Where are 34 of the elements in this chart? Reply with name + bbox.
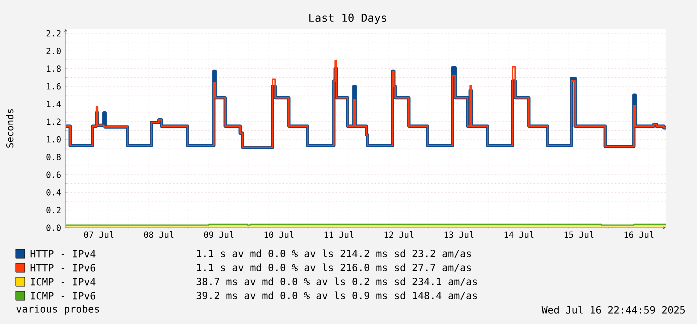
x-tick-label: 14 Jul: [504, 232, 534, 238]
y-tick-label: 0.8: [46, 154, 61, 160]
y-tick-label: 0.0: [46, 224, 61, 232]
x-tick-label: 09 Jul: [204, 232, 234, 238]
y-axis-title: Seconds: [6, 110, 14, 148]
x-tick-label: 07 Jul: [84, 232, 114, 238]
y-tick-label: 2.2: [46, 30, 61, 37]
y-tick-label: 1.4: [47, 101, 62, 108]
y-tick-label: 1.6: [47, 83, 61, 90]
x-tick-label: 15 Jul: [564, 232, 594, 238]
y-tick-label: 0.4: [46, 189, 62, 196]
text: 39.2 ms av md 0.0 % av ls 0.9 ms sd 148.4 am/as: [196, 292, 478, 300]
y-tick-label: 0.6: [46, 172, 61, 178]
x-tick-label: 11 Jul: [324, 232, 354, 238]
legend-label: HTTP - IPv4: [30, 250, 96, 258]
y-tick-label: 1.8: [47, 66, 61, 72]
x-tick-label: 13 Jul: [444, 232, 474, 238]
y-tick-label: 0.2: [46, 207, 61, 214]
legend-label: ICMP - IPv6: [31, 292, 96, 300]
legend-label: ICMP - IPv4: [31, 278, 96, 286]
chart-title: Last 10 Days: [310, 14, 387, 24]
x-tick-label: 08 Jul: [144, 232, 174, 238]
text: 1.1 s av md 0.0 % av ls 216.0 ms sd 27.7 am/as: [197, 264, 472, 272]
legend-label: HTTP - IPv6: [30, 264, 96, 272]
x-tick-label: 12 Jul: [384, 232, 414, 238]
text: 38.7 ms av md 0.0 % av ls 0.2 ms sd 234.1 am/as: [196, 278, 478, 286]
x-tick-label: 10 Jul: [264, 232, 294, 238]
text: 1.1 s av md 0.0 % av ls 214.2 ms sd 23.2 am/as: [197, 250, 472, 258]
text: Wed Jul 16 22:44:59 2025: [542, 306, 685, 314]
text: various probes: [16, 305, 100, 315]
y-tick-label: 1.0: [47, 136, 61, 143]
y-tick-label: 1.2: [47, 118, 61, 126]
y-tick-label: 2.0: [46, 48, 61, 54]
x-tick-label: 16 Jul: [624, 232, 654, 238]
